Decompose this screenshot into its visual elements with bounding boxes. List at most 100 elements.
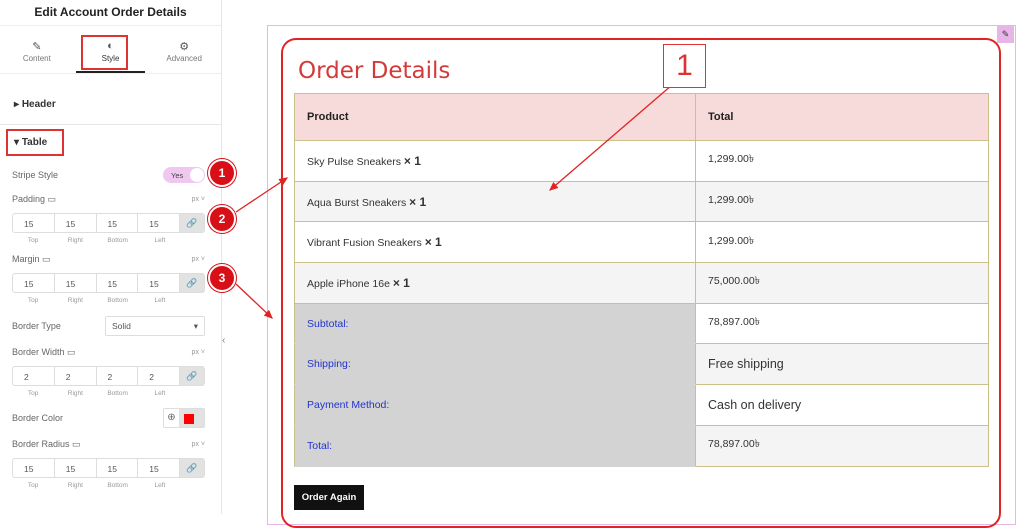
border-width-top[interactable]: 2 (13, 367, 55, 385)
unit-label: px (191, 256, 199, 263)
tab-label: Advanced (166, 54, 202, 63)
border-type-label: Border Type (12, 321, 61, 331)
side-label: Right (67, 297, 83, 304)
link-icon[interactable]: 🔗 (180, 459, 204, 477)
margin-right[interactable]: 15 (55, 274, 97, 292)
side-label: Bottom (107, 482, 128, 489)
product-cell: Apple iPhone 16e × 1 (294, 262, 696, 304)
border-width-bottom[interactable]: 2 (97, 367, 139, 385)
border-radius-label: Border Radius (12, 439, 70, 449)
margin-inputs: 15 15 15 15 🔗 (12, 273, 205, 293)
padding-top[interactable]: 15 (13, 214, 55, 232)
unit-label: px (191, 196, 199, 203)
collapse-panel-icon[interactable]: ‹ (222, 335, 226, 346)
side-label: Bottom (107, 297, 128, 304)
side-label: Bottom (107, 390, 128, 397)
unit-select[interactable]: px ˅ (191, 441, 205, 448)
desktop-icon: ▭ (47, 194, 57, 204)
unit-label: px (191, 349, 199, 356)
margin-top[interactable]: 15 (13, 274, 55, 292)
gear-icon: ⚙ (179, 41, 190, 53)
side-label: Top (27, 390, 39, 397)
qty: × 1 (424, 235, 442, 250)
product-link[interactable]: Apple iPhone 16e (307, 277, 390, 290)
stripe-label: Stripe Style (12, 170, 59, 180)
radius-right[interactable]: 15 (55, 459, 97, 477)
side-label: Left (154, 390, 166, 397)
annotation-badge: 2 (208, 205, 236, 233)
margin-left[interactable]: 15 (138, 274, 180, 292)
side-label: Right (67, 390, 83, 397)
tab-label: Style (101, 54, 120, 63)
unit-select[interactable]: px ˅ (191, 256, 205, 263)
globe-icon[interactable]: ⊕ (167, 412, 176, 423)
editor-panel: Edit Account Order Details ✎ Content ◐ Sty… (0, 0, 222, 514)
totals-row: Total: 78,897.00৳ (294, 424, 989, 467)
annotation-arrows (235, 84, 673, 319)
header-total: Total (695, 93, 989, 141)
border-width-inputs: 2 2 2 2 🔗 (12, 366, 205, 386)
margin-bottom[interactable]: 15 (97, 274, 139, 292)
border-width-label: Border Width (12, 347, 65, 357)
side-label: Left (154, 297, 166, 304)
desktop-icon: ▭ (72, 439, 81, 449)
total-value: 78,897.00৳ (695, 424, 989, 467)
section-header[interactable]: ▸ Header (0, 74, 221, 125)
total-cell: 1,299.00৳ (695, 180, 989, 223)
padding-left[interactable]: 15 (138, 214, 180, 232)
border-width-right[interactable]: 2 (55, 367, 97, 385)
edit-widget-icon[interactable]: ✎ (997, 26, 1014, 43)
table-row: Aqua Burst Sneakers × 1 1,299.00৳ (294, 180, 989, 223)
product-cell: Aqua Burst Sneakers × 1 (294, 180, 696, 223)
half-circle-icon: ◐ (107, 40, 114, 52)
radius-top[interactable]: 15 (13, 459, 55, 477)
tab-style[interactable]: ◐ Style (74, 26, 148, 73)
tab-content[interactable]: ✎ Content (0, 26, 74, 73)
payment-value: Cash on delivery (695, 384, 989, 426)
table-row: Apple iPhone 16e × 1 75,000.00৳ (294, 262, 989, 304)
desktop-icon: ▭ (67, 347, 76, 357)
side-label: Right (67, 237, 83, 244)
side-label: Top (27, 237, 39, 244)
annotation-badge: 3 (208, 264, 236, 292)
product-link[interactable]: Vibrant Fusion Sneakers (307, 237, 422, 250)
order-title: Order Details (298, 58, 451, 84)
color-swatch[interactable] (179, 409, 204, 427)
product-link[interactable]: Aqua Burst Sneakers (307, 196, 407, 209)
padding-right[interactable]: 15 (55, 214, 97, 232)
qty: × 1 (409, 194, 427, 209)
padding-bottom[interactable]: 15 (97, 214, 139, 232)
side-label: Left (154, 482, 166, 489)
highlight-box (81, 35, 128, 70)
header-product: Product (294, 93, 696, 141)
section-label: Header (21, 99, 56, 110)
product-link[interactable]: Sky Pulse Sneakers (307, 155, 401, 168)
border-type-select[interactable]: Solid ▾ (105, 316, 205, 336)
radius-bottom[interactable]: 15 (97, 459, 139, 477)
select-value: Solid (112, 321, 131, 331)
tab-advanced[interactable]: ⚙ Advanced (147, 26, 221, 73)
border-width-left[interactable]: 2 (138, 367, 180, 385)
link-icon[interactable]: 🔗 (180, 274, 204, 292)
shipping-label: Shipping: (294, 343, 696, 386)
order-again-button[interactable]: Order Again (294, 485, 364, 510)
unit-select[interactable]: px ˅ (191, 349, 205, 356)
total-cell: 75,000.00৳ (695, 262, 989, 304)
padding-inputs: 15 15 15 15 🔗 (12, 213, 205, 233)
total-cell: 1,299.00৳ (695, 221, 989, 264)
section-table[interactable]: ▾ Table (14, 137, 48, 148)
desktop-icon: ▭ (42, 254, 51, 264)
stripe-toggle[interactable]: Yes (163, 167, 205, 183)
totals-row: Subtotal: 78,897.00৳ (294, 302, 989, 345)
link-icon[interactable]: 🔗 (180, 214, 204, 232)
unit-select[interactable]: px ˅ (191, 196, 205, 203)
border-radius-inputs: 15 15 15 15 🔗 (12, 458, 205, 478)
annotation-badge: 1 (208, 159, 236, 187)
caret-down-icon: ▾ (193, 321, 198, 331)
table-row: Vibrant Fusion Sneakers × 1 1,299.00৳ (294, 221, 989, 264)
margin-label: Margin (12, 254, 40, 264)
radius-left[interactable]: 15 (138, 459, 180, 477)
payment-label: Payment Method: (294, 384, 696, 426)
totals-row: Payment Method: Cash on delivery (294, 384, 989, 426)
link-icon[interactable]: 🔗 (180, 367, 204, 385)
